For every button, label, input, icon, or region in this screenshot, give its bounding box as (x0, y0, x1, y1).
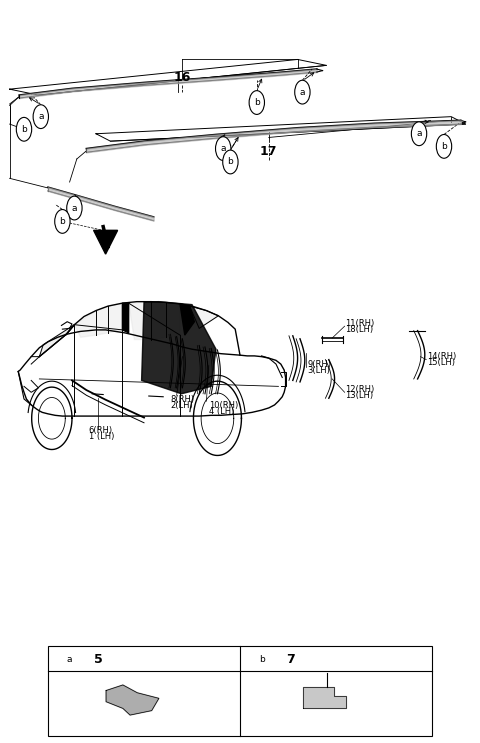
Polygon shape (129, 302, 180, 340)
Text: b: b (228, 158, 233, 166)
Polygon shape (303, 687, 346, 707)
Text: 18(LH): 18(LH) (345, 325, 373, 334)
Circle shape (62, 648, 77, 670)
Text: a: a (38, 112, 44, 121)
Circle shape (67, 196, 82, 220)
Bar (48, 646, 432, 736)
Text: a: a (72, 204, 77, 212)
Text: 16: 16 (174, 71, 191, 84)
Text: 2(LH): 2(LH) (170, 401, 193, 410)
Text: 17: 17 (260, 146, 277, 158)
Text: 10(RH): 10(RH) (209, 401, 238, 410)
Text: a: a (220, 144, 226, 153)
Text: b: b (254, 98, 260, 107)
Circle shape (411, 122, 427, 146)
Text: 6(RH): 6(RH) (89, 426, 113, 435)
Text: 9(RH): 9(RH) (307, 360, 331, 369)
Text: 15(LH): 15(LH) (427, 358, 455, 367)
Circle shape (254, 648, 269, 670)
Polygon shape (180, 304, 194, 335)
Text: a: a (300, 88, 305, 97)
Circle shape (216, 137, 231, 160)
Text: 5: 5 (94, 652, 103, 666)
Text: 3(LH): 3(LH) (307, 366, 330, 374)
Text: 1 (LH): 1 (LH) (89, 432, 114, 441)
Text: b: b (259, 655, 264, 663)
Text: 12(RH): 12(RH) (345, 385, 374, 394)
Polygon shape (94, 230, 118, 254)
Polygon shape (142, 302, 216, 394)
Circle shape (436, 134, 452, 158)
Polygon shape (39, 325, 74, 357)
Polygon shape (10, 59, 326, 95)
Text: a: a (67, 655, 72, 663)
Text: 13(LH): 13(LH) (345, 391, 373, 400)
Circle shape (223, 150, 238, 174)
Circle shape (55, 210, 70, 233)
Circle shape (249, 91, 264, 114)
Text: 11(RH): 11(RH) (345, 319, 374, 328)
Polygon shape (96, 117, 466, 141)
Circle shape (33, 105, 48, 129)
Text: b: b (60, 217, 65, 226)
Polygon shape (190, 306, 218, 328)
Polygon shape (122, 303, 129, 333)
Polygon shape (106, 685, 159, 715)
Circle shape (295, 80, 310, 104)
Polygon shape (74, 303, 122, 337)
Text: 7: 7 (286, 652, 295, 666)
Circle shape (16, 117, 32, 141)
Text: b: b (441, 142, 447, 151)
Text: 14(RH): 14(RH) (427, 352, 456, 361)
Text: 4 (LH): 4 (LH) (209, 407, 234, 416)
Text: a: a (416, 129, 422, 138)
Text: 8(RH): 8(RH) (170, 395, 194, 404)
Text: b: b (21, 125, 27, 134)
